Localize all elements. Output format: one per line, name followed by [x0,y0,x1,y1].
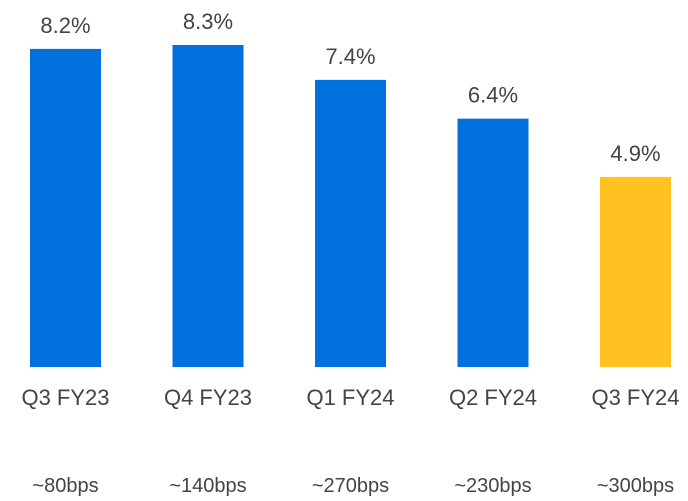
bps-change-label: ~230bps [454,475,531,497]
value-labels-group: 8.2% 8.3% 7.4% 6.4% 4.9% [40,9,660,166]
bps-change-label: ~80bps [32,475,98,497]
bar-q1-fy24 [315,79,386,368]
bar-q3-fy24 [600,176,671,367]
data-label: 4.9% [610,141,660,166]
data-label: 6.4% [468,83,518,108]
bars-group [30,45,671,368]
bps-labels-group: ~80bps ~140bps ~270bps ~230bps ~300bps [32,475,674,497]
x-tick-label: Q1 FY24 [306,385,394,410]
bar-q2-fy24 [457,118,529,367]
data-label: 8.3% [183,9,233,34]
bar-q4-fy23 [172,45,244,367]
bps-change-label: ~300bps [597,475,674,497]
data-label: 7.4% [325,44,375,69]
x-tick-label: Q2 FY24 [449,385,537,410]
x-tick-label: Q4 FY23 [164,385,252,410]
x-tick-label: Q3 FY24 [591,385,679,410]
x-tick-label: Q3 FY23 [21,385,109,410]
bps-change-label: ~140bps [169,475,246,497]
bar-q3-fy23 [30,48,101,368]
category-labels-group: Q3 FY23 Q4 FY23 Q1 FY24 Q2 FY24 Q3 FY24 [21,385,679,410]
bps-change-label: ~270bps [312,475,389,497]
data-label: 8.2% [40,13,90,38]
